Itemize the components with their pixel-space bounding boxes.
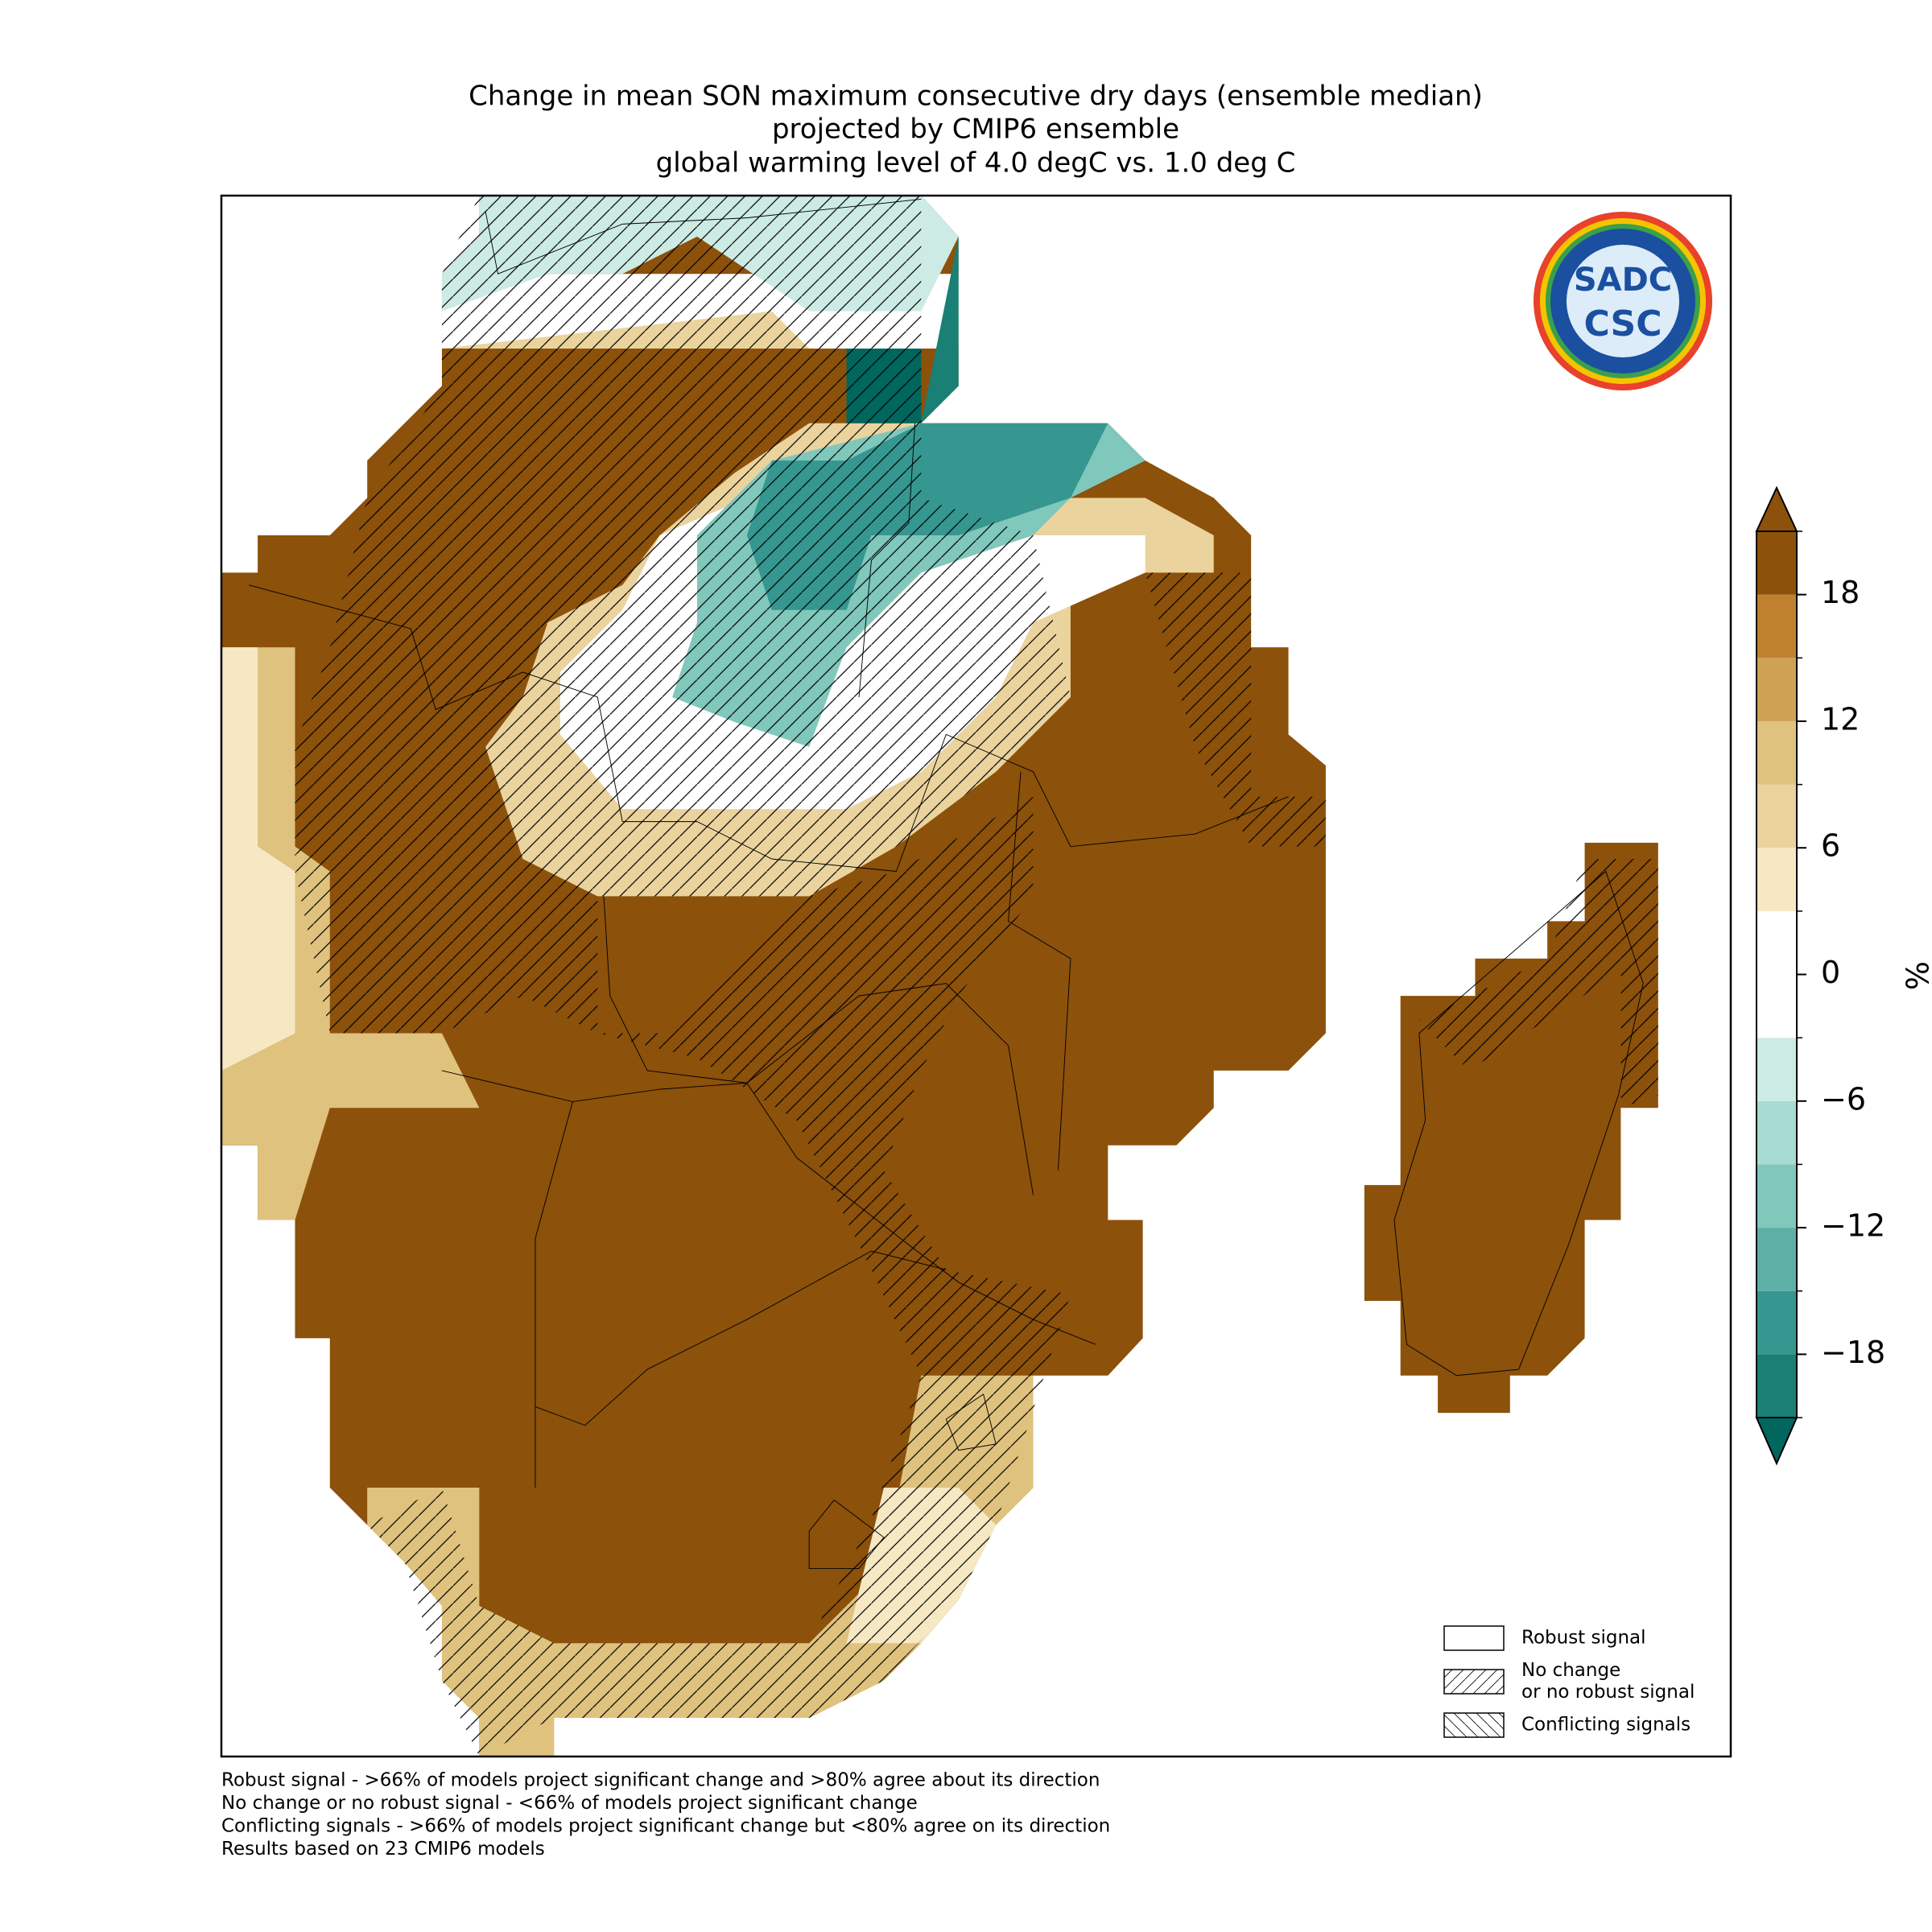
colorbar-tick-label: 6 xyxy=(1821,828,1840,864)
colorbar-tick-label: −12 xyxy=(1821,1208,1885,1244)
colorbar-tick-label: 18 xyxy=(1821,575,1860,610)
logo-text: CSC xyxy=(1583,303,1662,345)
title-line: Change in mean SON maximum consecutive d… xyxy=(469,80,1483,113)
colorbar-band xyxy=(1757,1354,1797,1418)
west-coast-light xyxy=(221,647,295,1071)
colorbar-band xyxy=(1757,1228,1797,1291)
colorbar-band xyxy=(1757,594,1797,658)
west-coast xyxy=(221,647,480,1220)
hatched-area xyxy=(295,195,1071,1757)
colorbar-band xyxy=(1757,910,1797,1038)
colorbar-band xyxy=(1757,1038,1797,1101)
notes: Robust signal - >66% of models project s… xyxy=(221,1770,1110,1860)
legend-label: Robust signal xyxy=(1521,1628,1646,1649)
footnote: Conflicting signals - >66% of models pro… xyxy=(221,1816,1110,1837)
footnote: Robust signal - >66% of models project s… xyxy=(221,1770,1100,1791)
footnote: No change or no robust signal - <66% of … xyxy=(221,1793,918,1814)
borders xyxy=(249,198,1644,1569)
map xyxy=(221,195,1658,1757)
colorbar-extend-under xyxy=(1755,1417,1798,1466)
footnote: Results based on 23 CMIP6 models xyxy=(221,1839,545,1860)
colorbar-band xyxy=(1757,720,1797,785)
legend-swatch xyxy=(1443,1712,1505,1738)
legend-swatch xyxy=(1443,1669,1505,1695)
logo-text: SADC xyxy=(1574,262,1672,299)
logo: SADC CSC xyxy=(1534,212,1712,390)
colorbar-band xyxy=(1757,1290,1797,1355)
legend-label: or no robust signal xyxy=(1521,1682,1695,1703)
colorbar-tick-label: −18 xyxy=(1821,1335,1885,1370)
hatched-east xyxy=(1145,572,1326,847)
legend-swatch xyxy=(1443,1625,1505,1651)
legend-label: No change xyxy=(1521,1660,1620,1681)
legend-label: Conflicting signals xyxy=(1521,1715,1690,1736)
colorbar: −18 −12 −6 0 6 12 18% xyxy=(1755,485,1932,1466)
title-line: projected by CMIP6 ensemble xyxy=(772,114,1179,146)
title-line: global warming level of 4.0 degC vs. 1.0… xyxy=(656,147,1296,180)
colorbar-band xyxy=(1757,658,1797,721)
colorbar-band xyxy=(1757,784,1797,848)
colorbar-extend-over xyxy=(1755,485,1798,532)
colorbar-band xyxy=(1757,1164,1797,1228)
colorbar-band xyxy=(1757,1100,1797,1165)
colorbar-tick-label: 0 xyxy=(1821,955,1840,990)
colorbar-band xyxy=(1757,848,1797,911)
colorbar-band xyxy=(1757,531,1797,595)
hatched-madagascar xyxy=(1418,859,1658,1108)
colorbar-tick-label: −6 xyxy=(1821,1081,1866,1117)
map-frame xyxy=(220,194,1732,1758)
colorbar-label: % xyxy=(1901,961,1932,990)
colorbar-tick-label: 12 xyxy=(1821,701,1860,737)
